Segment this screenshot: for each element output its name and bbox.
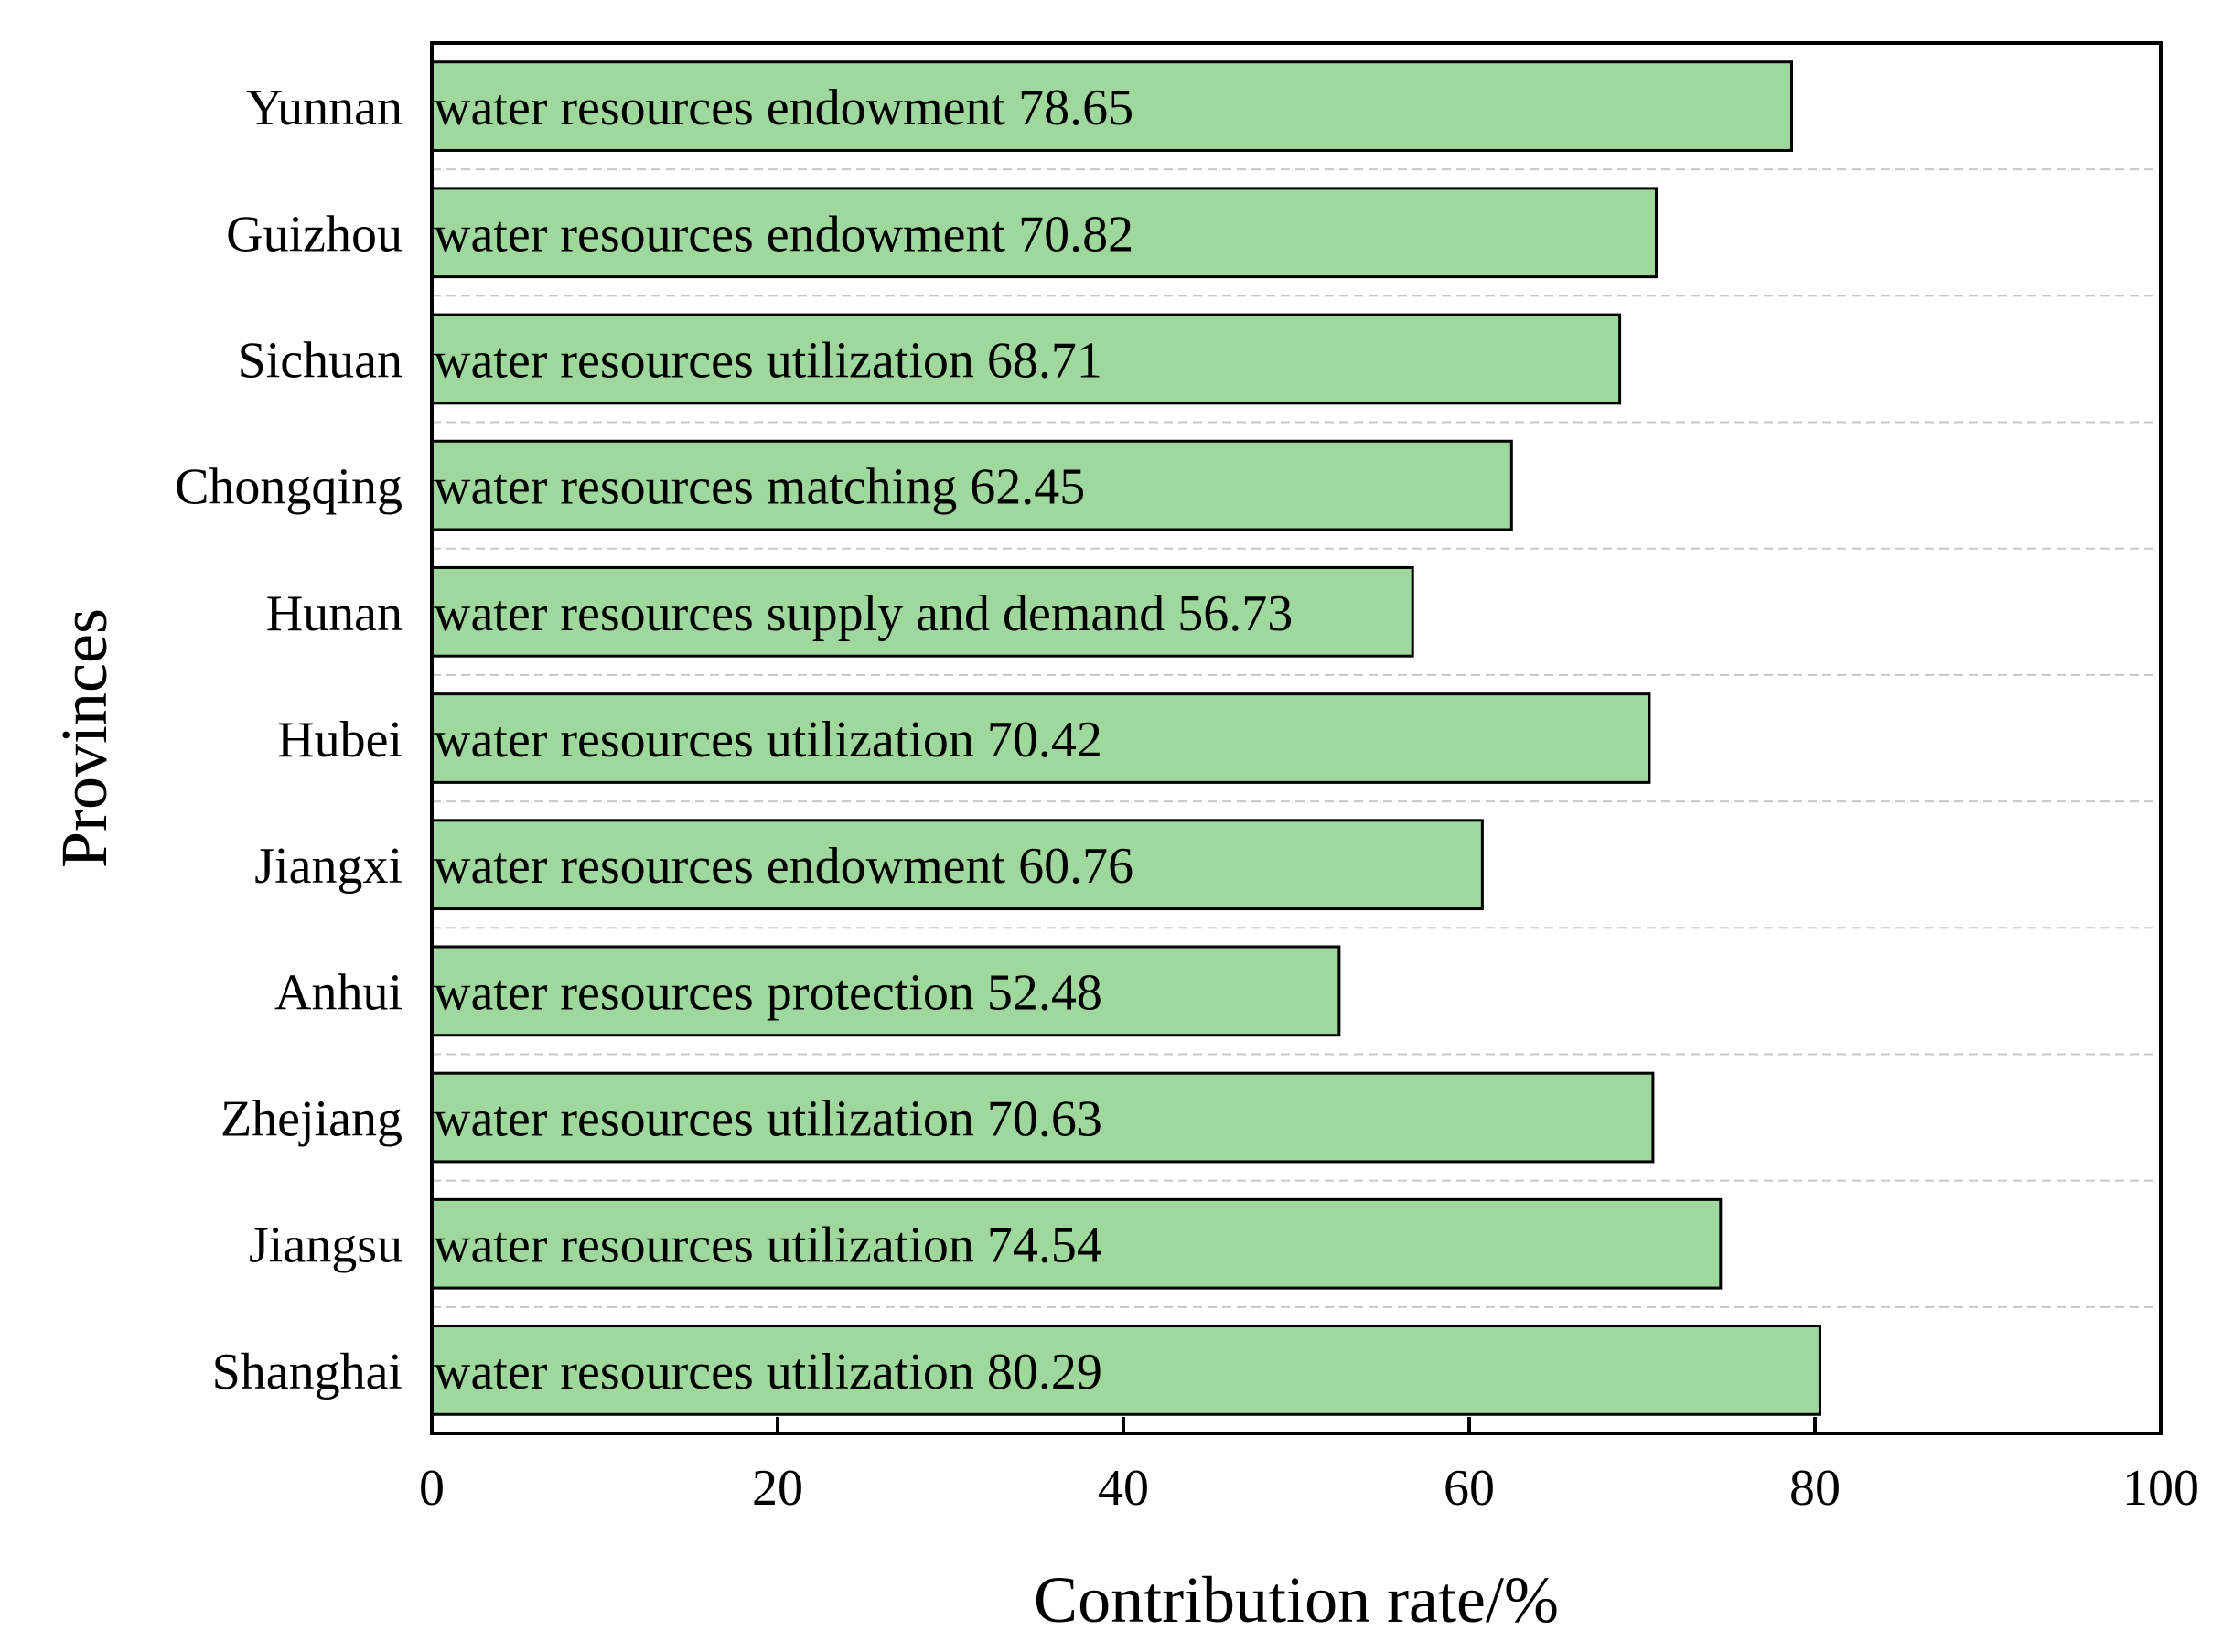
bar-jiangsu [430, 1197, 1723, 1290]
y-axis-category-labels: Yunnan Guizhou Sichuan Chongqing Hunan Hubei J… [175, 80, 403, 1400]
bar-label-guizhou: water resources endowment 70.82 [434, 206, 1133, 263]
bar-yunnan [430, 60, 1793, 152]
category-label-zhejiang: Zhejiang [220, 1091, 403, 1148]
y-axis-title: Provinces [48, 608, 121, 868]
bar-label-jiangsu: water resources utilization 74.54 [434, 1218, 1102, 1274]
bar-label-sichuan: water resources utilization 68.71 [434, 332, 1102, 389]
bar-label-yunnan: water resources endowment 78.65 [434, 80, 1133, 136]
category-label-hunan: Hunan [266, 585, 403, 642]
bar-hubei [430, 692, 1651, 784]
bar-hunan [430, 565, 1414, 658]
bar-label-anhui: water resources protection 52.48 [434, 964, 1102, 1021]
x-tick-label: 100 [2122, 1460, 2199, 1517]
bar-label-hunan: water resources supply and demand 56.73 [434, 585, 1293, 642]
category-label-guizhou: Guizhou [226, 206, 403, 263]
category-label-yunnan: Yunnan [246, 80, 403, 136]
x-tick-label: 80 [1789, 1460, 1841, 1517]
category-label-shanghai: Shanghai [212, 1344, 403, 1400]
x-axis-ticks: 0 20 40 60 80 100 [419, 1417, 2199, 1517]
category-label-chongqing: Chongqing [175, 459, 403, 516]
bar-shanghai [430, 1325, 1821, 1416]
category-label-sichuan: Sichuan [238, 332, 403, 389]
bar-zhejiang [430, 1071, 1655, 1164]
bar-guizhou [430, 187, 1658, 279]
bar-label-zhejiang: water resources utilization 70.63 [434, 1091, 1102, 1148]
bar-label-shanghai: water resources utilization 80.29 [434, 1344, 1102, 1400]
bar-label-jiangxi: water resources endowment 60.76 [434, 838, 1133, 895]
gridlines [432, 168, 2161, 1308]
category-label-jiangsu: Jiangsu [249, 1218, 403, 1274]
x-axis-title: Contribution rate/% [1034, 1563, 1559, 1636]
bar-label-chongqing: water resources matching 62.45 [434, 459, 1085, 516]
x-tick-label: 0 [419, 1460, 445, 1517]
plot-frame [430, 41, 2163, 1435]
x-tick-label: 40 [1098, 1460, 1149, 1517]
category-label-hubei: Hubei [277, 712, 403, 768]
x-tick-label: 60 [1444, 1460, 1495, 1517]
bar-label-hubei: water resources utilization 70.42 [434, 712, 1102, 768]
x-tick-label: 20 [752, 1460, 803, 1517]
bar-anhui [430, 945, 1341, 1037]
category-label-jiangxi: Jiangxi [254, 838, 403, 895]
bar-jiangxi [430, 819, 1484, 911]
category-label-anhui: Anhui [274, 964, 403, 1021]
bars: water resources endowment 78.65 water res… [430, 60, 1821, 1416]
bar-sichuan [430, 313, 1622, 405]
